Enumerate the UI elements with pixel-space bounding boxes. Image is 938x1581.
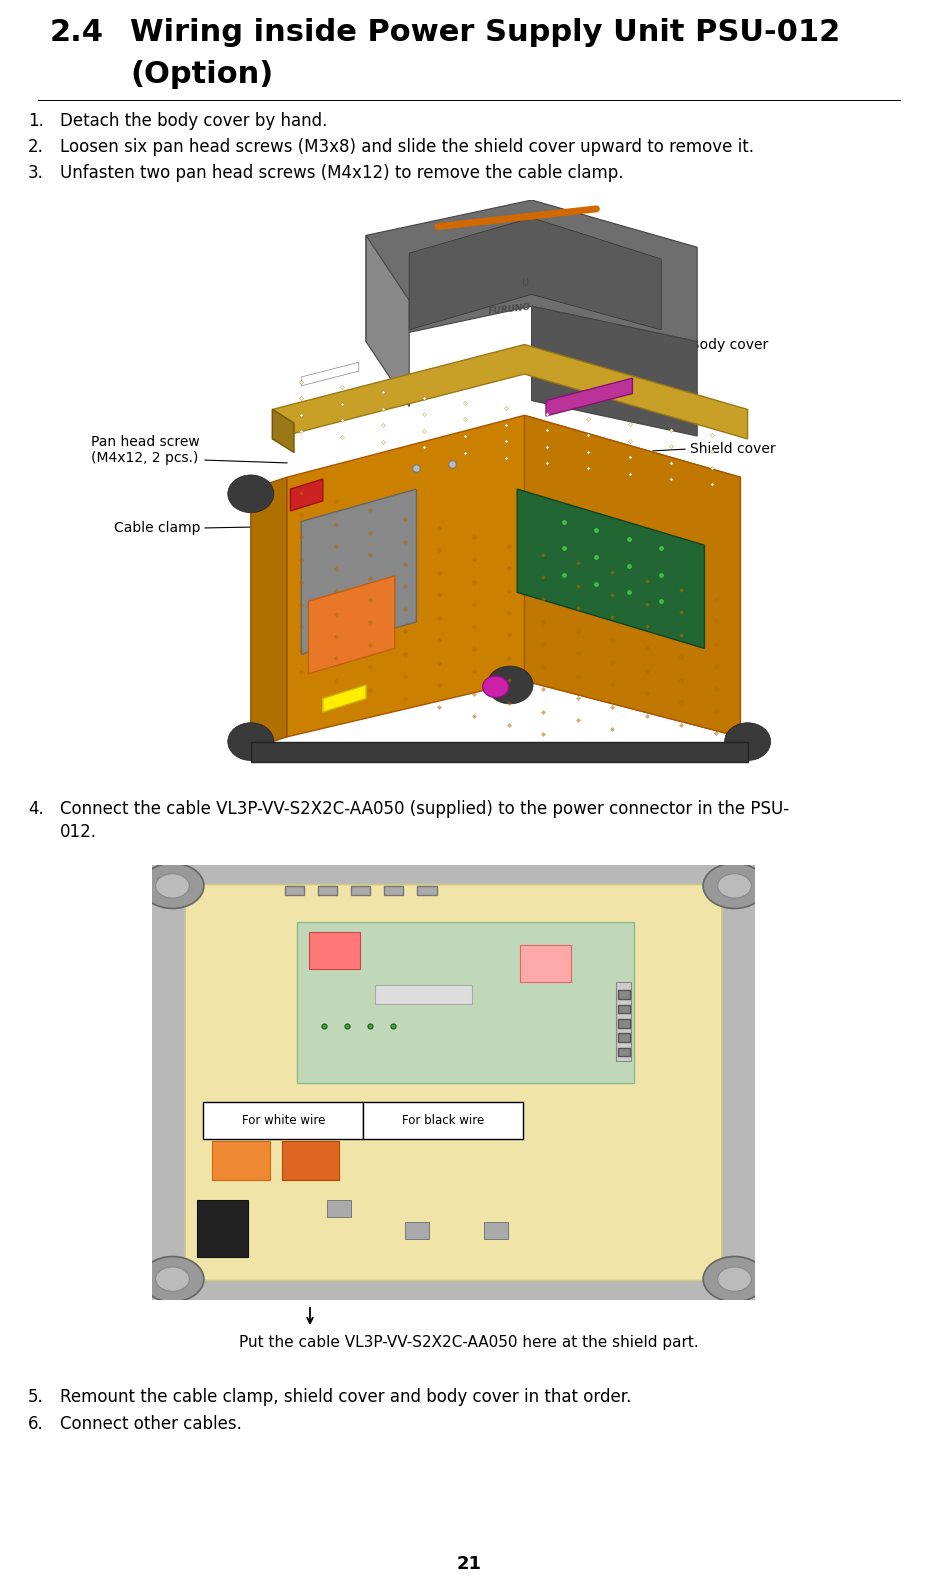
Text: Put the cable VL3P-VV-S2X2C-AA050 here at the shield part.: Put the cable VL3P-VV-S2X2C-AA050 here a…	[239, 1334, 699, 1350]
Text: U: U	[521, 278, 528, 288]
Polygon shape	[250, 741, 748, 762]
FancyBboxPatch shape	[296, 922, 634, 1083]
Circle shape	[487, 666, 533, 704]
Circle shape	[156, 1266, 189, 1292]
Circle shape	[141, 1257, 204, 1301]
Bar	[417, 885, 436, 895]
Text: (Option): (Option)	[130, 60, 273, 89]
FancyBboxPatch shape	[143, 863, 764, 1303]
Bar	[281, 1141, 339, 1181]
Text: Remount the cable clamp, shield cover and body cover in that order.: Remount the cable clamp, shield cover an…	[60, 1388, 631, 1406]
Circle shape	[228, 474, 274, 512]
Text: 2.: 2.	[28, 138, 44, 157]
Polygon shape	[287, 416, 740, 737]
Text: Pan head screw
(M3x8, 6 pcs.): Pan head screw (M3x8, 6 pcs.)	[625, 563, 734, 593]
Bar	[616, 982, 631, 1061]
Bar	[520, 945, 571, 982]
Polygon shape	[323, 685, 366, 711]
Bar	[284, 885, 304, 895]
Text: Pan head screw
(M4x12, 2 pcs.): Pan head screw (M4x12, 2 pcs.)	[91, 435, 200, 465]
Text: 2.4: 2.4	[50, 17, 104, 47]
Polygon shape	[366, 236, 409, 406]
Circle shape	[718, 874, 751, 898]
Polygon shape	[532, 307, 697, 436]
FancyBboxPatch shape	[204, 1102, 363, 1138]
Text: 1.: 1.	[28, 112, 44, 130]
Polygon shape	[524, 416, 740, 737]
Circle shape	[156, 874, 189, 898]
Polygon shape	[409, 218, 661, 330]
Circle shape	[704, 863, 765, 909]
Bar	[385, 885, 403, 895]
Text: For black wire: For black wire	[402, 1115, 484, 1127]
Circle shape	[141, 863, 204, 909]
Text: Unfasten two pan head screws (M4x12) to remove the cable clamp.: Unfasten two pan head screws (M4x12) to …	[60, 164, 624, 182]
Text: Connect the cable VL3P-VV-S2X2C-AA050 (supplied) to the power connector in the P: Connect the cable VL3P-VV-S2X2C-AA050 (s…	[60, 800, 789, 817]
Bar	[351, 885, 371, 895]
Circle shape	[228, 723, 274, 760]
Circle shape	[718, 1266, 751, 1292]
Bar	[617, 1020, 629, 1028]
Polygon shape	[250, 477, 287, 749]
Bar	[309, 933, 360, 969]
Polygon shape	[309, 575, 395, 674]
Bar	[405, 1222, 430, 1240]
Circle shape	[483, 677, 508, 697]
Bar	[617, 1048, 629, 1056]
Polygon shape	[272, 409, 294, 452]
Polygon shape	[366, 201, 697, 341]
Text: 6.: 6.	[28, 1415, 44, 1432]
Text: Loosen six pan head screws (M3x8) and slide the shield cover upward to remove it: Loosen six pan head screws (M3x8) and sl…	[60, 138, 754, 157]
Bar	[212, 1141, 269, 1181]
Text: FURUNO: FURUNO	[489, 302, 532, 316]
Text: 012.: 012.	[60, 824, 97, 841]
Polygon shape	[546, 378, 632, 416]
Bar	[326, 1200, 351, 1217]
Bar	[617, 1034, 629, 1042]
FancyBboxPatch shape	[363, 1102, 522, 1138]
Bar	[617, 990, 629, 999]
Polygon shape	[291, 479, 323, 511]
Bar	[375, 985, 472, 1004]
Text: 4.: 4.	[28, 800, 44, 817]
Text: 5.: 5.	[28, 1388, 44, 1406]
Text: For white wire: For white wire	[242, 1115, 325, 1127]
Bar	[484, 1222, 507, 1240]
Text: Shield cover: Shield cover	[690, 443, 776, 455]
FancyBboxPatch shape	[185, 885, 722, 1281]
Bar	[617, 1004, 629, 1013]
Polygon shape	[301, 489, 416, 655]
Polygon shape	[272, 345, 748, 440]
Text: Cable clamp: Cable clamp	[113, 522, 200, 534]
Text: 21: 21	[457, 1556, 481, 1573]
Circle shape	[724, 723, 771, 760]
Bar	[197, 1200, 249, 1257]
Text: Connect other cables.: Connect other cables.	[60, 1415, 242, 1432]
Polygon shape	[517, 489, 704, 648]
Text: Body cover: Body cover	[690, 338, 768, 353]
Text: 3.: 3.	[28, 164, 44, 182]
Text: Detach the body cover by hand.: Detach the body cover by hand.	[60, 112, 327, 130]
Polygon shape	[301, 362, 359, 386]
Circle shape	[704, 1257, 765, 1301]
Text: Wiring inside Power Supply Unit PSU-012: Wiring inside Power Supply Unit PSU-012	[130, 17, 840, 47]
Bar	[318, 885, 337, 895]
